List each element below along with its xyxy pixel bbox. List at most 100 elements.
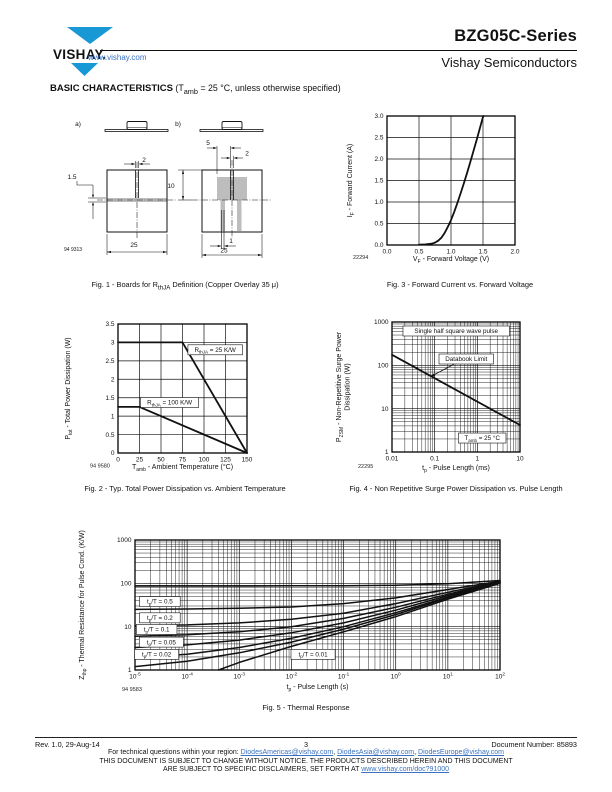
series-d-0.05 — [134, 581, 501, 649]
tick-labels: 0.0 0.5 1.0 1.5 2.0 0.0 0.5 1.0 1.5 2.0 2.5 3.0 — [374, 113, 519, 255]
plot-border — [117, 323, 248, 454]
page-title: BZG05C-Series — [454, 27, 577, 45]
svg-text:0.0: 0.0 — [374, 242, 383, 249]
technical-questions-prefix: For technical questions within your regi… — [107, 749, 241, 756]
fig1-leads — [135, 170, 234, 249]
svg-text:100: 100 — [199, 457, 210, 464]
fig4-caption: Fig. 4 - Non Repetitive Surge Power Diss… — [349, 484, 563, 493]
svg-text:2.0: 2.0 — [510, 249, 519, 256]
svg-text:0.5: 0.5 — [414, 249, 423, 256]
minor-grid — [392, 322, 520, 452]
svg-text:0: 0 — [116, 457, 120, 464]
tech-link[interactable]: DiodesAmericas@vishay.com — [240, 749, 334, 756]
svg-text:3.0: 3.0 — [374, 113, 383, 120]
svg-text:tp/T = 0.2: tp/T = 0.2 — [147, 615, 173, 623]
svg-text:10: 10 — [167, 183, 175, 190]
page-number: 3 — [303, 740, 309, 749]
svg-text:25: 25 — [130, 242, 138, 249]
annotation: RthJA = 25 K/W — [187, 344, 243, 356]
svg-text:50: 50 — [157, 457, 165, 464]
svg-text:1: 1 — [111, 413, 115, 420]
svg-text:0: 0 — [111, 450, 115, 457]
fig5-caption: Fig. 5 - Thermal Response — [262, 703, 350, 712]
svg-text:100: 100 — [121, 581, 132, 588]
svg-text:25: 25 — [136, 457, 144, 464]
x-axis-title: Tamb - Ambient Temperature (°C) — [132, 463, 233, 473]
fig4-chart: 0.01 0.1 1 10 1 10 100 1000 tp - Pulse Length (m… — [336, 319, 524, 474]
svg-text:150: 150 — [242, 457, 253, 464]
tick-labels: 0 25 50 75 100 125 150 0 0.5 1 1.5 2 2.5 3 3.5 — [105, 321, 252, 463]
svg-text:10-3: 10-3 — [234, 672, 246, 681]
x-axis-title: VF - Forward Voltage (V) — [413, 256, 489, 265]
svg-text:10-2: 10-2 — [286, 672, 298, 681]
fig1-arrowheads — [91, 146, 262, 257]
section-heading: BASIC CHARACTERISTICS (Tamb = 25 °C, unl… — [50, 83, 341, 96]
annotation: Single half square wave pulse — [402, 325, 510, 337]
svg-text:1: 1 — [229, 238, 233, 245]
header-rule — [100, 50, 577, 51]
vishay-logo: VISHAY. — [53, 27, 113, 76]
fig3-chart: 0.0 0.5 1.0 1.5 2.0 0.0 0.5 1.0 1.5 2.0 2.5 3.0 VF -… — [347, 113, 520, 265]
section-heading-bold: BASIC CHARACTERISTICS — [50, 83, 173, 94]
svg-text:10-5: 10-5 — [129, 672, 141, 681]
y-axis-title: Zthp - Thermal Resistance for Pulse Cond… — [79, 530, 88, 680]
fig2-caption: Fig. 2 - Typ. Total Power Dissipation vs… — [84, 484, 286, 493]
series-rthja-100 — [117, 406, 248, 454]
annotation: Databook Limit — [438, 353, 494, 365]
tick-labels: 0.01 0.1 1 10 1 10 100 1000 — [374, 319, 524, 462]
major-grid — [392, 322, 520, 452]
fig5-chart: 10-5 10-4 10-3 10-2 10-1 100 101 102 1 10 100 1000 t… — [79, 530, 505, 693]
logo-wordmark: VISHAY. — [53, 47, 106, 62]
technical-questions-line: For technical questions within your regi… — [0, 749, 612, 756]
x-axis-title: tp - Pulse Length (ms) — [422, 465, 490, 474]
svg-text:2: 2 — [111, 376, 115, 383]
plot-border — [386, 115, 516, 246]
series-group — [391, 353, 521, 426]
svg-text:1.5: 1.5 — [105, 395, 114, 402]
svg-text:Databook Limit: Databook Limit — [445, 356, 487, 363]
series-rthja-25 — [117, 341, 248, 454]
svg-text:0.01: 0.01 — [386, 456, 399, 463]
svg-text:25: 25 — [220, 248, 228, 255]
svg-text:125: 125 — [220, 457, 231, 464]
website-link[interactable]: www.vishay.com — [88, 53, 147, 62]
svg-text:0.0: 0.0 — [382, 249, 391, 256]
svg-text:tp/T = 0.5: tp/T = 0.5 — [147, 599, 173, 607]
series-single-pulse — [217, 582, 501, 671]
series-d-0.1 — [134, 581, 501, 638]
annotation: tp/T = 0.05 — [138, 636, 184, 648]
svg-text:3: 3 — [111, 340, 115, 347]
document-number: Document Number: 85893 — [491, 740, 577, 749]
disclaimer-link[interactable]: www.vishay.com/doc?91000 — [361, 766, 450, 773]
minor-grid — [135, 540, 500, 670]
fig1-center-lines — [97, 160, 272, 238]
x-axis-title: tp - Pulse Length (s) — [287, 684, 349, 693]
svg-text:75: 75 — [179, 457, 187, 464]
svg-text:1000: 1000 — [117, 537, 132, 544]
svg-text:RthJA = 25 K/W: RthJA = 25 K/W — [194, 347, 235, 355]
svg-text:1.5: 1.5 — [374, 178, 383, 185]
svg-text:1.0: 1.0 — [374, 199, 383, 206]
plot-border — [134, 539, 501, 671]
y-axis-title: IF - Forward Current (A) — [347, 144, 356, 217]
svg-text:2.5: 2.5 — [374, 135, 383, 142]
svg-text:b): b) — [175, 121, 181, 128]
svg-text:2: 2 — [245, 151, 249, 158]
fig1-dimension-lines — [76, 146, 263, 258]
annotation: Tamb = 25 °C — [458, 432, 507, 444]
svg-text:5: 5 — [206, 140, 210, 147]
logo-top-triangle — [67, 27, 113, 44]
series-databook-limit — [391, 353, 521, 426]
tech-link[interactable]: DiodesEurope@vishay.com — [418, 749, 504, 756]
series-forward-current — [418, 115, 485, 246]
fig1-caption: Fig. 1 - Boards for RthJA Definition (Co… — [91, 280, 279, 292]
svg-text:10: 10 — [381, 406, 389, 413]
svg-text:102: 102 — [495, 672, 505, 681]
svg-text:1: 1 — [476, 456, 480, 463]
tech-link[interactable]: DiodesAsia@vishay.com — [337, 749, 415, 756]
svg-text:RthJA = 100 K/W: RthJA = 100 K/W — [147, 400, 192, 408]
figure-code: 22294 — [353, 255, 368, 261]
series-d-0.2 — [134, 580, 501, 627]
